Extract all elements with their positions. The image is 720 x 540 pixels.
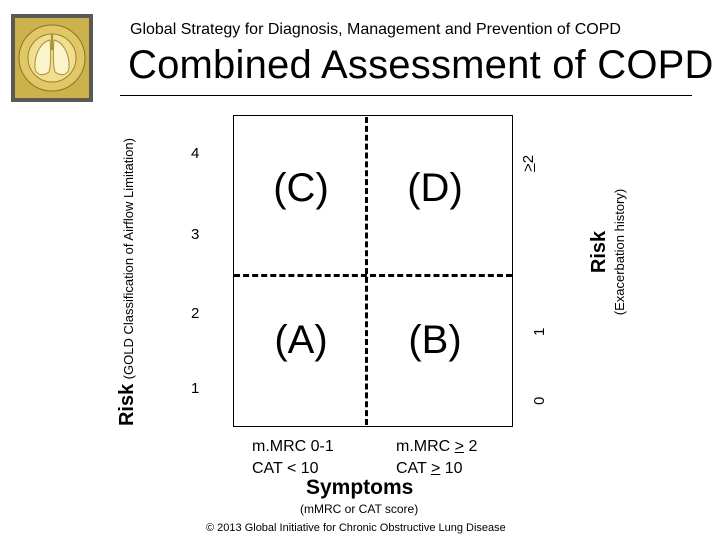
title-divider xyxy=(120,95,692,96)
left-axis-label: Risk (GOLD Classification of Airflow Lim… xyxy=(116,112,156,452)
header-subtitle: Global Strategy for Diagnosis, Managemen… xyxy=(130,21,621,38)
right-risk-label: Risk xyxy=(588,230,610,274)
gold-tick-2: 2 xyxy=(191,305,200,322)
gold-tick-4: 4 xyxy=(191,145,200,162)
gold-logo xyxy=(11,14,93,102)
symptoms-low-label: m.MRC 0-1 CAT < 10 xyxy=(252,436,334,480)
right-risk-sublabel: (Exacerbation history) xyxy=(612,188,627,316)
symptoms-sublabel: (mMRC or CAT score) xyxy=(300,502,419,516)
quadrant-d: (D) xyxy=(407,166,463,210)
exacerbation-tick-1: 1 xyxy=(531,327,548,336)
cat-high: CAT > 10 xyxy=(396,460,463,477)
symptoms-label: Symptoms xyxy=(306,476,414,499)
cat-low: CAT < 10 xyxy=(252,460,319,477)
symptoms-high-label: m.MRC > 2 CAT > 10 xyxy=(396,436,477,480)
copyright-notice: © 2013 Global Initiative for Chronic Obs… xyxy=(206,522,506,534)
exacerbation-tick-0: 0 xyxy=(531,396,548,405)
left-risk-sublabel: (GOLD Classification of Airflow Limitati… xyxy=(121,138,136,380)
exacerbation-tick-2: >2 xyxy=(520,155,537,172)
quadrant-c: (C) xyxy=(273,166,329,210)
right-axis-label: Risk (Exacerbation history) xyxy=(588,102,628,402)
gold-tick-3: 3 xyxy=(191,226,200,243)
vertical-divider xyxy=(365,117,368,425)
mmrc-high: m.MRC > 2 xyxy=(396,438,478,455)
greater-equal-symbol: > xyxy=(520,163,537,172)
mmrc-low: m.MRC 0-1 xyxy=(252,438,334,455)
gold-tick-1: 1 xyxy=(191,380,200,397)
assessment-grid xyxy=(233,115,513,427)
quadrant-a: (A) xyxy=(274,318,328,362)
slide-title: Combined Assessment of COPD xyxy=(128,43,714,87)
left-risk-label: Risk xyxy=(116,383,138,427)
horizontal-divider xyxy=(234,274,512,277)
exacerbation-tick-2-value: 2 xyxy=(520,154,537,164)
quadrant-b: (B) xyxy=(408,318,462,362)
